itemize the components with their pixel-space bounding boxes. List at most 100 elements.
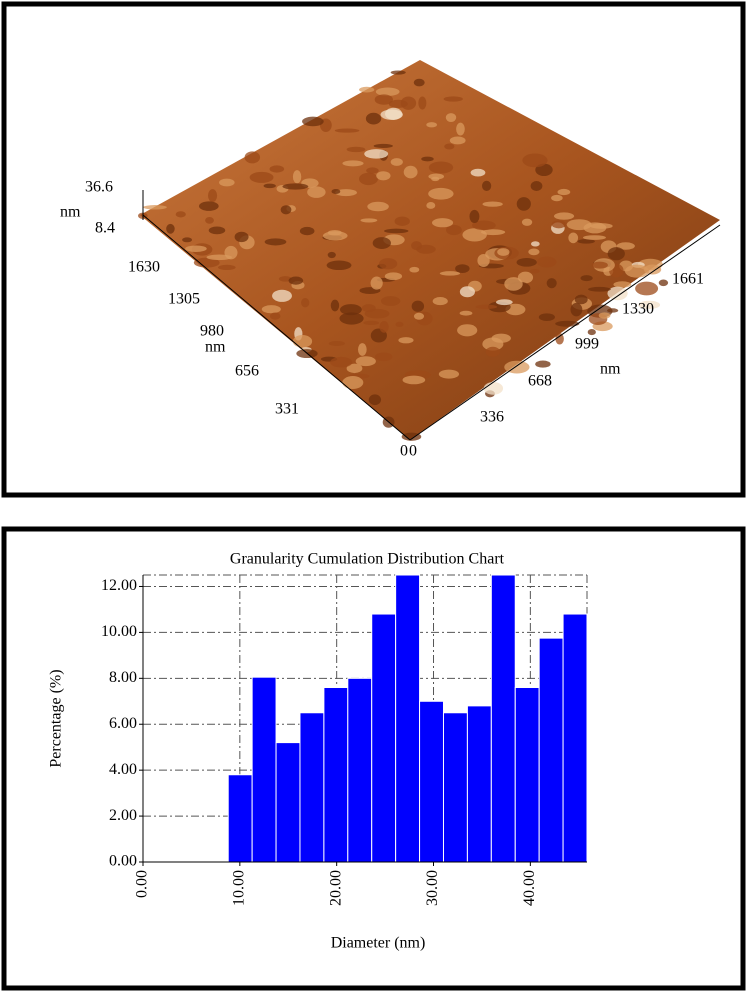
- surface-bump: [166, 224, 175, 234]
- surface-bump: [522, 154, 547, 168]
- surface-bump: [363, 321, 379, 325]
- surface-bump: [300, 227, 315, 235]
- surface-bump: [302, 117, 324, 127]
- surface-bump: [567, 219, 592, 230]
- x-axis-label: 336: [480, 409, 504, 426]
- x-axis-label: 0: [409, 443, 417, 460]
- surface-bump: [418, 96, 426, 109]
- surface-bump: [588, 329, 596, 335]
- z-max-label: 36.6: [85, 179, 113, 196]
- surface-bump: [199, 201, 219, 211]
- surface-bump: [359, 173, 378, 185]
- y-tick-label: 8.00: [109, 669, 137, 686]
- bar: [420, 701, 444, 862]
- bar: [276, 743, 300, 862]
- surface-bump: [411, 241, 422, 250]
- surface-bump: [476, 305, 498, 309]
- bar: [515, 688, 539, 862]
- surface-bump: [293, 170, 301, 183]
- x-tick-label: 40.00: [521, 870, 538, 906]
- bar: [563, 614, 587, 862]
- chart-title: Granularity Cumulation Distribution Char…: [230, 551, 505, 568]
- surface-bump: [208, 189, 217, 202]
- surface-bump: [404, 166, 418, 179]
- surface-bump: [282, 183, 308, 189]
- surface-bump: [551, 195, 563, 201]
- surface-bump: [457, 324, 477, 336]
- surface-bump: [301, 298, 309, 307]
- surface-bump: [599, 312, 611, 318]
- surface-bump: [379, 258, 397, 269]
- surface-bump: [391, 70, 406, 74]
- surface-bump: [491, 334, 510, 343]
- surface-bump: [444, 143, 454, 149]
- surface-bump: [517, 258, 537, 267]
- surface-bump: [381, 296, 400, 306]
- surface-bump: [272, 290, 292, 302]
- surface-bump: [607, 287, 627, 301]
- surface-bump: [581, 275, 593, 281]
- bar: [228, 775, 252, 862]
- bar: [467, 706, 491, 862]
- surface-bump: [329, 341, 345, 346]
- y-unit: nm: [205, 339, 226, 356]
- surface-bump: [182, 237, 192, 242]
- surface-bump: [537, 256, 557, 267]
- surface-bump: [371, 277, 383, 290]
- surface-bump: [504, 277, 522, 291]
- surface-bump: [331, 300, 339, 312]
- surface-bump: [444, 96, 463, 101]
- surface-bump: [369, 394, 381, 405]
- surface-bump: [342, 160, 363, 166]
- surface-bump: [289, 276, 304, 284]
- surface-bump: [376, 171, 390, 180]
- surface-bump: [635, 282, 658, 296]
- surface-bump: [330, 357, 352, 368]
- surface-bump: [539, 313, 555, 321]
- surface-bump: [366, 113, 381, 125]
- x-tick-label: 30.00: [424, 870, 441, 906]
- surface-bump: [530, 269, 540, 273]
- surface-bump: [460, 286, 475, 297]
- surface-bump: [185, 245, 207, 251]
- surface-bump: [608, 247, 625, 260]
- surface-bump: [554, 212, 574, 219]
- surface-bump: [403, 376, 426, 385]
- surface-bump: [366, 167, 379, 173]
- surface-bump: [250, 172, 274, 183]
- bar: [348, 678, 372, 862]
- surface-bump: [592, 262, 608, 269]
- surface-bump: [380, 109, 402, 119]
- surface-bump: [265, 238, 287, 245]
- surface-bump: [358, 343, 367, 356]
- surface-bump: [571, 303, 583, 316]
- surface-bump: [373, 237, 391, 249]
- page: 36.6 nm 8.4 nm nm 1630130598065633100336…: [0, 0, 747, 992]
- surface-bump: [219, 179, 235, 187]
- surface-bump: [262, 305, 281, 313]
- surface-bump: [522, 219, 532, 226]
- y-tick-label: 0.00: [109, 853, 137, 870]
- surface-bump: [426, 122, 437, 127]
- surface-bump: [209, 226, 226, 234]
- surface-bump: [360, 218, 377, 222]
- surface-bump: [376, 88, 400, 96]
- surface-bump: [269, 165, 284, 172]
- surface-bump: [590, 223, 612, 229]
- x-tick-label: 10.00: [231, 870, 248, 906]
- x-unit: nm: [600, 361, 621, 378]
- surface-bump: [375, 352, 392, 361]
- surface-bump: [293, 335, 312, 348]
- surface-bump: [460, 311, 473, 316]
- surface-bump: [547, 278, 557, 288]
- surface-bump: [613, 281, 631, 287]
- surface-bump: [367, 202, 389, 211]
- surface-bump: [342, 376, 363, 389]
- surface-bump: [426, 202, 435, 209]
- surface-bump: [433, 297, 448, 305]
- bar: [300, 713, 324, 862]
- surface-bump: [364, 149, 388, 159]
- surface-bump: [362, 304, 376, 312]
- x-axis-label: 1661: [672, 271, 704, 288]
- surface-bump: [450, 136, 466, 144]
